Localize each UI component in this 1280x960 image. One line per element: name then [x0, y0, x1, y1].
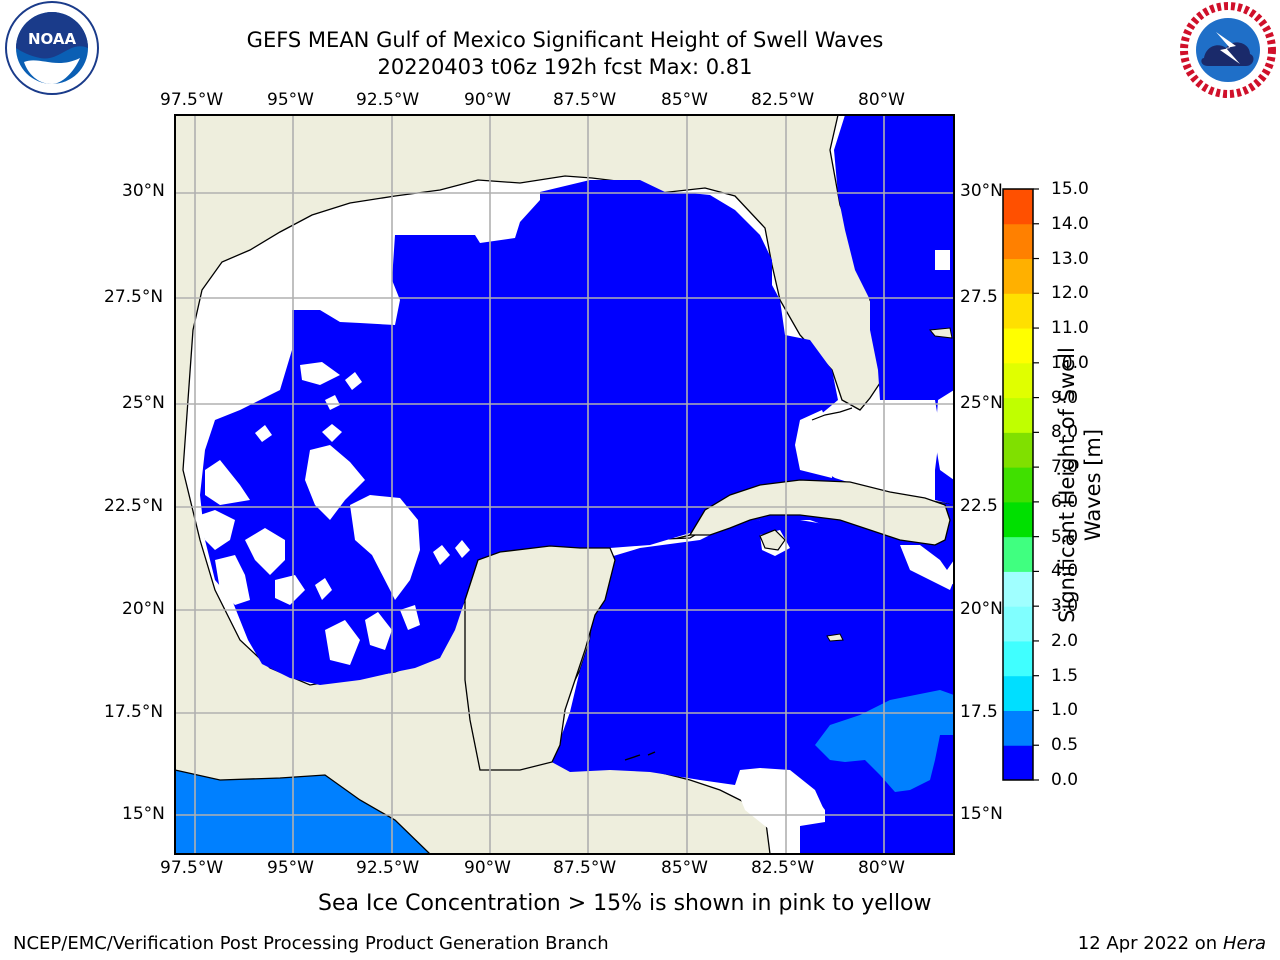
colorbar-tick-label: 1.5: [1051, 665, 1079, 686]
lon-label-bottom: 82.5°W: [751, 858, 815, 878]
graticule: [175, 115, 954, 854]
colorbar-segment: [1003, 675, 1033, 711]
colorbar-segment: [1003, 536, 1033, 572]
lat-label-right: 17.5: [960, 702, 998, 722]
lat-label-left: 20°N: [122, 599, 165, 619]
noaa-logo: NOAA: [5, 1, 99, 95]
colorbar-segment: [1003, 293, 1033, 329]
florida-keys: [811, 407, 853, 421]
lon-label-bottom: 92.5°W: [356, 858, 420, 878]
yucatan-peninsula: [464, 545, 616, 771]
colorbar-tick-label: 8.0: [1051, 422, 1079, 443]
colorbar-segment: [1003, 328, 1033, 364]
colorbar-label: Significant Height of Swell Waves [m]: [1054, 347, 1106, 623]
colorbar-segment: [1003, 745, 1033, 781]
colorbar-segment: [1003, 362, 1033, 399]
lon-label-top: 82.5°W: [751, 90, 815, 110]
colorbar-tick-label: 6.0: [1051, 491, 1079, 512]
colorbar-tick-label: 7.0: [1051, 457, 1079, 478]
colorbar: [1002, 188, 1039, 781]
lat-label-right: 25°N: [960, 393, 1003, 413]
colorbar-tick-label: 4.0: [1051, 561, 1079, 582]
colorbar-label-line2: Waves [m]: [1081, 428, 1105, 542]
colorbar-label-line1: Significant Height of Swell: [1055, 347, 1079, 623]
footer-date-text: 12 Apr 2022 on: [1077, 933, 1223, 954]
colorbar-segment: [1003, 640, 1033, 677]
colorbar-segment: [1003, 258, 1033, 294]
colorbar-tick-label: 14.0: [1051, 213, 1089, 234]
lat-label-right: 30°N: [960, 181, 1003, 201]
isle-of-youth: [759, 529, 786, 551]
lon-label-top: 85°W: [661, 90, 708, 110]
lat-label-right: 20°N: [960, 599, 1003, 619]
swell-field-atlantic: [834, 115, 954, 505]
colorbar-segment: [1003, 432, 1033, 468]
cuba: [688, 479, 951, 546]
lon-label-bottom: 95°W: [267, 858, 314, 878]
lat-label-left: 30°N: [122, 181, 165, 201]
lat-label-left: 15°N: [122, 804, 165, 824]
colorbar-tick-label: 5.0: [1051, 526, 1079, 547]
colorbar-segment: [1003, 223, 1033, 260]
colorbar-tick-label: 9.0: [1051, 387, 1079, 408]
noaa-logo-text: NOAA: [28, 30, 77, 48]
pacific-ocean: [175, 769, 431, 854]
lon-label-top: 95°W: [267, 90, 314, 110]
lon-label-bottom: 97.5°W: [160, 858, 224, 878]
sea-ice-note: Sea Ice Concentration > 15% is shown in …: [318, 891, 932, 916]
lat-label-right: 22.5: [960, 496, 998, 516]
colorbar-segment: [1003, 606, 1033, 642]
footer-credit: NCEP/EMC/Verification Post Processing Pr…: [13, 933, 609, 954]
lon-label-bottom: 90°W: [464, 858, 511, 878]
colorbar-segment: [1003, 571, 1033, 607]
map-frame: [174, 114, 955, 855]
lon-label-top: 90°W: [464, 90, 511, 110]
lon-label-top: 80°W: [858, 90, 905, 110]
colorbar-tick-label: 3.0: [1051, 596, 1079, 617]
bahamas-islands: [929, 327, 953, 339]
lat-label-right: 15°N: [960, 804, 1003, 824]
colorbar-segment: [1003, 501, 1033, 538]
lon-label-top: 97.5°W: [160, 90, 224, 110]
jamaica: [826, 633, 844, 642]
footer-date: 12 Apr 2022 on Hera: [1078, 933, 1266, 954]
colorbar-segment: [1003, 189, 1033, 225]
lat-label-left: 27.5°N: [104, 287, 164, 307]
colorbar-frame: [1002, 188, 1034, 781]
map-title: GEFS MEAN Gulf of Mexico Significant Hei…: [246, 28, 884, 52]
cayman: [624, 751, 656, 761]
swell-field-caribbean: [548, 520, 954, 854]
map-subtitle: 20220403 t06z 192h fcst Max: 0.81: [377, 55, 753, 79]
colorbar-tick-label: 0.5: [1051, 735, 1079, 756]
lat-label-right: 27.5: [960, 287, 998, 307]
lat-label-left: 25°N: [122, 393, 165, 413]
colorbar-tick-label: 12.0: [1051, 283, 1089, 304]
lon-label-bottom: 87.5°W: [553, 858, 617, 878]
colorbar-segment: [1003, 467, 1033, 503]
footer-host: Hera: [1222, 933, 1266, 954]
colorbar-segment: [1003, 397, 1033, 433]
colorbar-tick-label: 13.0: [1051, 248, 1089, 269]
lon-label-bottom: 85°W: [661, 858, 708, 878]
colorbar-tick-label: 11.0: [1051, 318, 1089, 339]
lat-label-left: 17.5°N: [104, 702, 164, 722]
lon-label-top: 92.5°W: [356, 90, 420, 110]
colorbar-tick-label: 1.0: [1051, 700, 1079, 721]
colorbar-segment: [1003, 710, 1033, 746]
colorbar-tick-label: 2.0: [1051, 630, 1079, 651]
lon-label-bottom: 80°W: [858, 858, 905, 878]
lon-label-top: 87.5°W: [553, 90, 617, 110]
colorbar-tick-label: 10.0: [1051, 352, 1089, 373]
map-fields: [175, 115, 954, 854]
lat-label-left: 22.5°N: [104, 496, 164, 516]
colorbar-tick-label: 15.0: [1051, 179, 1089, 199]
colorbar-tick-label: 0.0: [1051, 770, 1079, 790]
nws-logo: [1180, 2, 1276, 98]
